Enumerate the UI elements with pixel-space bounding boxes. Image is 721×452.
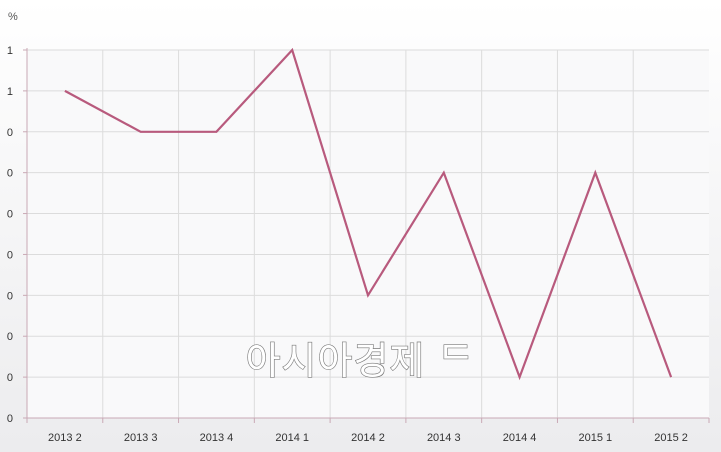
x-tick-label: 2015 2	[654, 432, 688, 444]
x-tick-label: 2014 3	[427, 432, 461, 444]
x-tick-label: 2015 1	[579, 432, 613, 444]
x-tick-label: 2014 1	[275, 432, 309, 444]
y-unit-label: %	[8, 11, 18, 23]
plot-background	[27, 50, 709, 418]
y-tick-labels: 0 0 0 0 0 0 0 0 1 1	[7, 45, 13, 425]
series-group	[64, 47, 673, 381]
y-tick-label: 0	[7, 331, 13, 343]
x-tick-label: 2013 3	[124, 432, 158, 444]
plot-area	[27, 50, 709, 418]
x-tick-labels: 2013 2 2013 3 2013 4 2014 1 2014 2 2014 3 2014…	[48, 432, 688, 444]
x-tick-label: 2013 2	[48, 432, 82, 444]
y-tick-label: 0	[7, 290, 13, 302]
y-tick-label: 1	[7, 86, 13, 98]
x-tick-label: 2014 4	[503, 432, 537, 444]
y-tick-label: 0	[7, 209, 13, 221]
watermark: 아시아경제 ᄃ	[246, 339, 475, 383]
x-tick-label: 2014 2	[351, 432, 385, 444]
y-tick-label: 0	[7, 372, 13, 384]
y-tick-label: 0	[7, 127, 13, 139]
y-tick-label: 0	[7, 413, 13, 425]
axes	[23, 48, 710, 423]
y-tick-label: 1	[7, 45, 13, 57]
y-tick-label: 0	[7, 249, 13, 261]
x-tick-label: 2013 4	[200, 432, 234, 444]
y-tick-label: 0	[7, 168, 13, 180]
series-line	[64, 47, 673, 381]
